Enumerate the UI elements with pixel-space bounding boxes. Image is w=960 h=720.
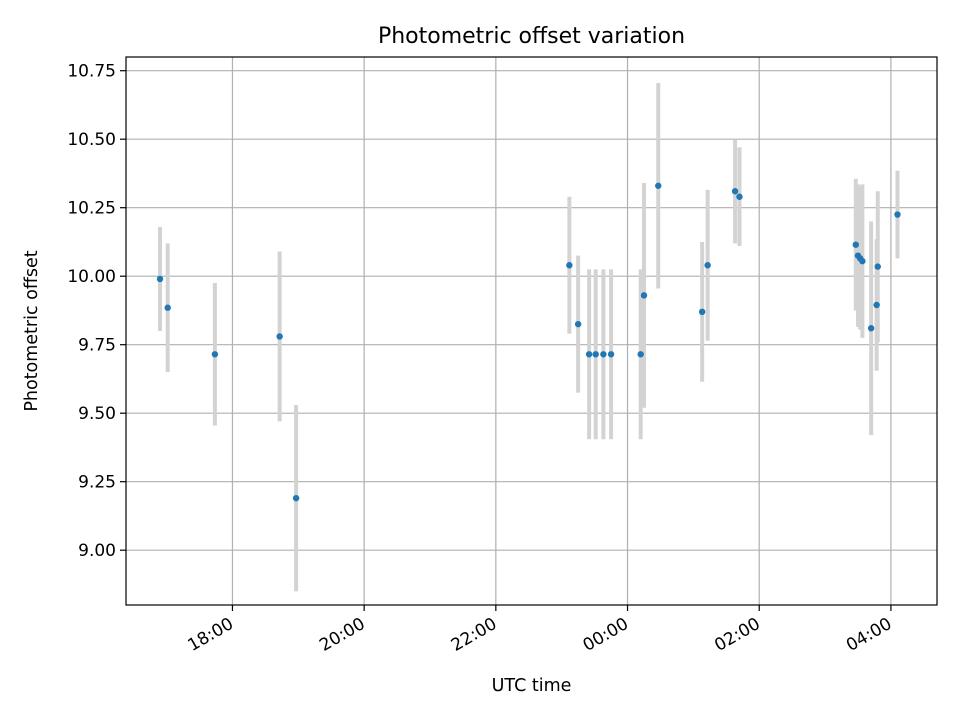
plot-frame	[125, 56, 938, 606]
y-tick-label: 9.00	[78, 541, 116, 561]
data-point	[655, 182, 662, 189]
data-point	[867, 325, 875, 332]
data-point	[276, 333, 283, 340]
x-tick-label: 02:00	[711, 614, 763, 656]
data-point	[156, 275, 164, 283]
data-point	[566, 262, 573, 269]
data-point	[736, 193, 743, 200]
errorbar-layer	[158, 83, 900, 592]
data-point	[592, 351, 599, 358]
data-point	[600, 351, 607, 358]
data-point	[874, 263, 881, 270]
data-point	[292, 494, 300, 502]
data-point	[704, 262, 711, 269]
data-point	[607, 351, 615, 358]
data-point	[698, 308, 706, 316]
y-tick-label: 9.25	[78, 473, 116, 493]
data-point	[164, 304, 171, 311]
x-tick-label: 22:00	[448, 614, 500, 656]
x-tick-label: 18:00	[185, 614, 237, 656]
data-point	[731, 188, 739, 195]
y-tick-label: 9.50	[78, 404, 116, 424]
grid-layer	[126, 57, 937, 605]
y-tick-label: 10.25	[67, 199, 116, 219]
point-layer	[156, 182, 901, 502]
data-point	[894, 211, 901, 218]
y-tick-label: 10.75	[67, 62, 116, 82]
y-tick-label: 9.75	[78, 336, 116, 356]
y-axis-label: Photometric offset	[22, 250, 42, 411]
y-tick-label: 10.50	[67, 130, 116, 150]
x-axis-label: UTC time	[492, 676, 572, 696]
y-tick-layer: 9.00 9.25 9.50 9.75 10.00 10.25 10.50 10.75	[67, 62, 126, 561]
data-point	[211, 351, 219, 358]
y-tick-label: 10.00	[67, 267, 116, 287]
data-point	[859, 257, 866, 265]
x-tick-label: 00:00	[580, 614, 632, 656]
data-point	[852, 241, 859, 248]
x-tick-label: 20:00	[316, 614, 368, 656]
x-tick-layer: 18:00 20:00 22:00 00:00 02:00 04:00	[185, 605, 895, 656]
data-point	[585, 351, 593, 358]
data-point	[637, 351, 644, 358]
chart-title: Photometric offset variation	[378, 24, 685, 49]
x-tick-label: 04:00	[843, 614, 895, 656]
data-point	[873, 301, 880, 309]
data-point	[574, 320, 582, 328]
data-point	[640, 292, 648, 299]
